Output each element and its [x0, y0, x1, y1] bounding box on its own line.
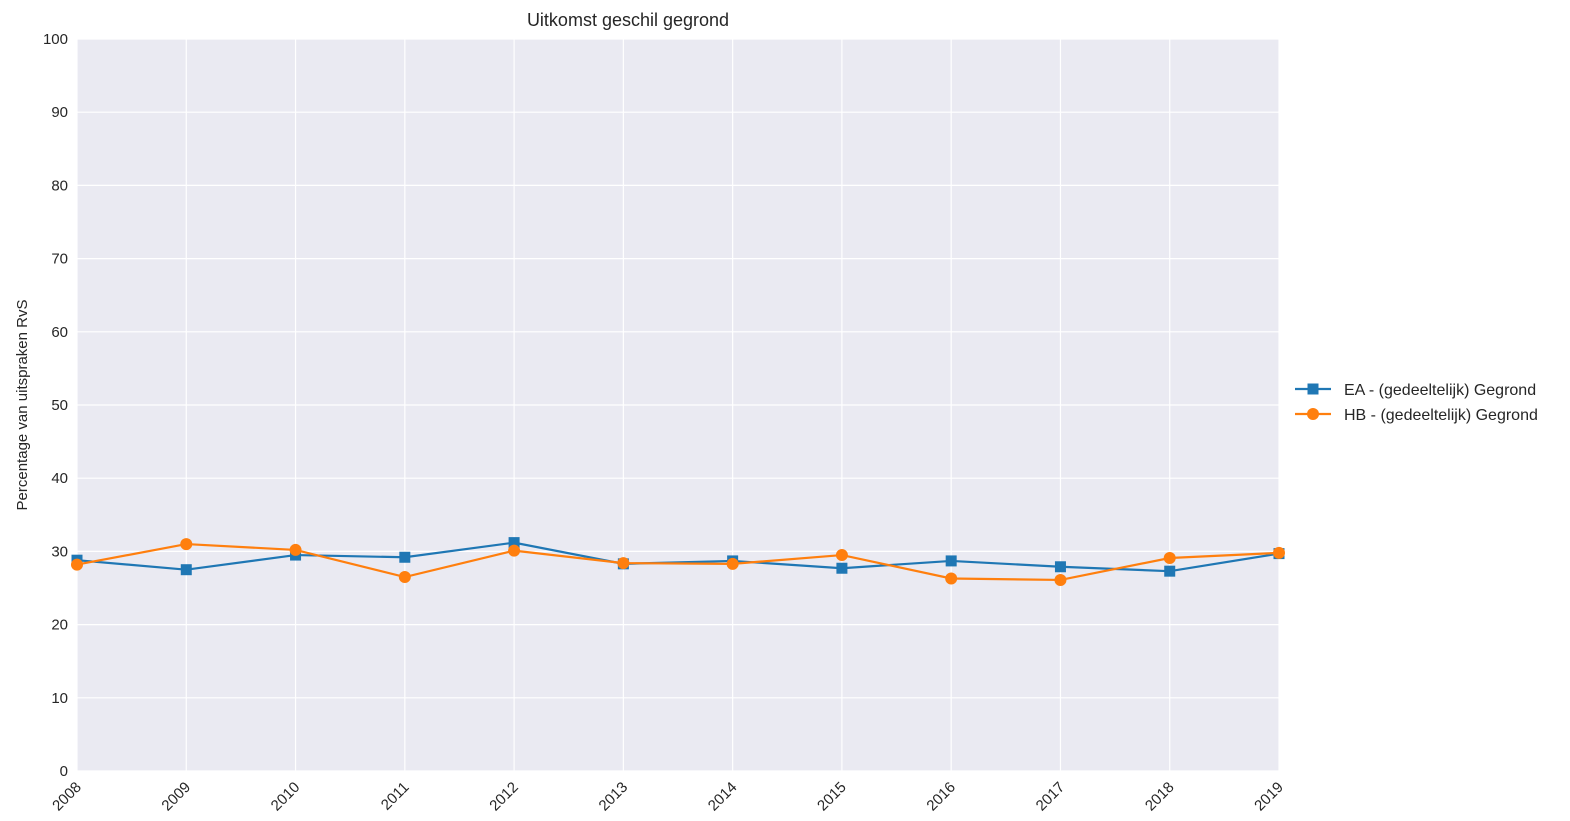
data-point	[399, 551, 411, 563]
y-tick-label: 90	[51, 104, 68, 121]
x-tick-label: 2012	[486, 779, 522, 815]
legend-marker	[1307, 408, 1319, 420]
legend: EA - (gedeeltelijk) Gegrond HB - (gedeelt…	[1295, 382, 1538, 424]
legend-item: EA - (gedeeltelijk) Gegrond	[1295, 382, 1536, 399]
x-tick-label: 2008	[49, 779, 85, 815]
data-point	[617, 557, 630, 570]
data-point	[289, 543, 302, 556]
series	[71, 537, 1285, 586]
x-tick-label: 2014	[705, 779, 741, 815]
y-tick-label: 100	[43, 31, 68, 48]
data-point	[945, 572, 958, 585]
legend-label: HB - (gedeeltelijk) Gegrond	[1344, 407, 1538, 424]
data-point	[508, 544, 521, 557]
y-tick-label: 20	[51, 617, 68, 634]
y-tick-label: 50	[51, 397, 68, 414]
y-tick-label: 80	[51, 177, 68, 194]
x-tick-label: 2015	[814, 779, 850, 815]
data-point	[945, 555, 957, 567]
legend-label: EA - (gedeeltelijk) Gegrond	[1344, 382, 1536, 399]
data-point	[1054, 561, 1066, 573]
x-tick-label: 2019	[1251, 779, 1287, 815]
x-tick-label: 2013	[596, 779, 632, 815]
y-axis-label: Percentage van uitspraken RvS	[14, 300, 31, 511]
x-tick-label: 2009	[158, 779, 194, 815]
x-tick-label: 2011	[378, 779, 413, 814]
x-axis-ticks: 2008 2009 2010 2011 2012 2013 2014 2015 2016 2017…	[49, 779, 1287, 815]
data-point	[1273, 546, 1285, 559]
y-tick-label: 30	[51, 543, 68, 560]
data-point	[726, 557, 739, 570]
legend-marker	[1307, 383, 1319, 395]
data-point	[835, 549, 848, 562]
y-tick-label: 40	[51, 470, 68, 487]
data-point	[180, 564, 192, 576]
data-point	[398, 571, 411, 584]
series-line	[76, 542, 1280, 582]
x-tick-label: 2016	[923, 779, 959, 815]
x-tick-label: 2018	[1142, 779, 1178, 815]
y-tick-label: 0	[60, 763, 68, 780]
chart-title: Uitkomst geschil gegrond	[527, 10, 729, 30]
data-point	[71, 558, 83, 571]
data-point	[180, 538, 193, 551]
legend-item: HB - (gedeeltelijk) Gegrond	[1295, 407, 1538, 424]
series-2	[71, 538, 1285, 586]
data-point	[836, 562, 848, 574]
x-tick-label: 2010	[268, 779, 304, 815]
y-tick-label: 60	[51, 324, 68, 341]
data-point	[1163, 551, 1176, 564]
grid	[76, 38, 1280, 772]
y-tick-label: 10	[51, 690, 68, 707]
x-tick-label: 2017	[1033, 779, 1069, 815]
data-point	[508, 537, 520, 549]
y-tick-label: 70	[51, 251, 68, 268]
data-point	[1054, 573, 1067, 586]
y-axis-ticks: 0 10 20 30 40 50 60 70 80 90 100	[43, 31, 68, 780]
data-point	[1164, 565, 1176, 577]
